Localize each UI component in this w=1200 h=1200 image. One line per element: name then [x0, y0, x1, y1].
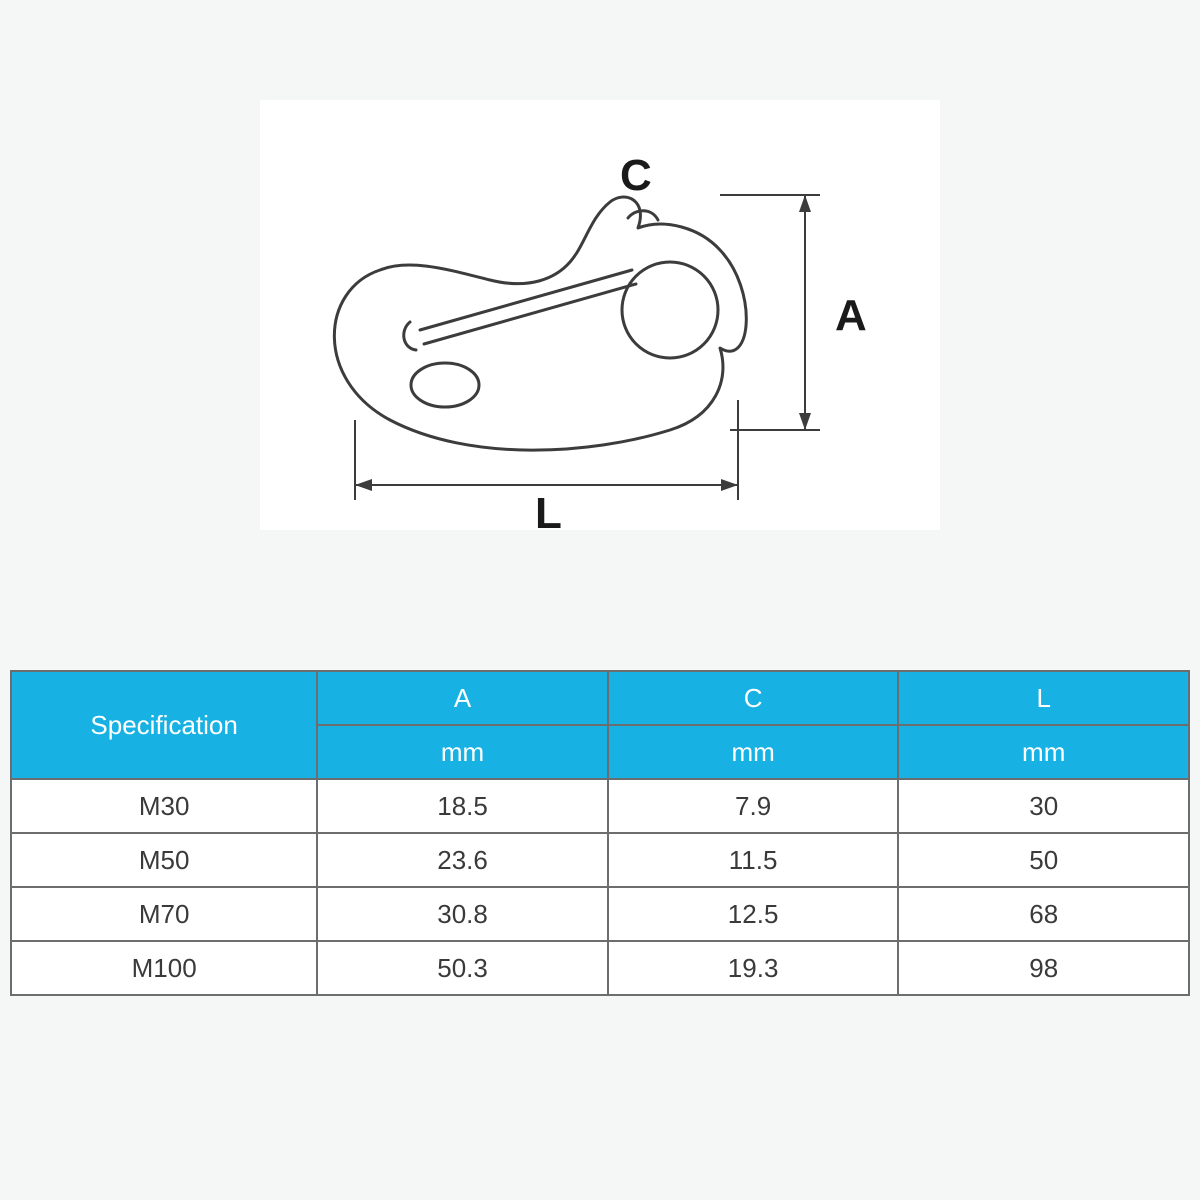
dimension-lines	[355, 195, 820, 500]
cell-l: 68	[898, 887, 1189, 941]
hook-inner-circle	[622, 262, 718, 358]
cell-c: 7.9	[608, 779, 899, 833]
hook-notch	[628, 211, 658, 220]
header-unit-a: mm	[317, 725, 608, 779]
cell-a: 50.3	[317, 941, 608, 995]
gate-bar-bottom	[424, 284, 636, 344]
cell-l: 98	[898, 941, 1189, 995]
dimension-diagram: C A L	[260, 100, 940, 530]
header-dim-a: A	[317, 671, 608, 725]
dim-l-arrow-r	[721, 479, 738, 491]
header-row-dims: Specification A C L	[11, 671, 1189, 725]
table-row: M30 18.5 7.9 30	[11, 779, 1189, 833]
header-dim-c: C	[608, 671, 899, 725]
label-l: L	[535, 489, 562, 530]
gate-bar-top	[420, 270, 632, 330]
cell-c: 11.5	[608, 833, 899, 887]
cell-l: 50	[898, 833, 1189, 887]
hook-body-path	[334, 197, 746, 450]
dimension-labels: C A L	[535, 151, 867, 530]
gate-hinge	[404, 322, 416, 350]
spec-table-container: Specification A C L mm mm mm M30 18.5 7.…	[10, 670, 1190, 996]
cell-a: 30.8	[317, 887, 608, 941]
spec-table-body: M30 18.5 7.9 30 M50 23.6 11.5 50 M70 30.…	[11, 779, 1189, 995]
hook-outline	[334, 197, 746, 450]
label-c: C	[620, 151, 652, 200]
cell-a: 23.6	[317, 833, 608, 887]
cell-c: 12.5	[608, 887, 899, 941]
header-unit-l: mm	[898, 725, 1189, 779]
hook-eye-hole	[411, 363, 479, 407]
header-spec: Specification	[11, 671, 317, 779]
dim-a-arrow-top	[799, 195, 811, 212]
cell-c: 19.3	[608, 941, 899, 995]
cell-spec: M70	[11, 887, 317, 941]
cell-l: 30	[898, 779, 1189, 833]
spec-table-head: Specification A C L mm mm mm	[11, 671, 1189, 779]
dim-a-arrow-bot	[799, 413, 811, 430]
table-row: M70 30.8 12.5 68	[11, 887, 1189, 941]
cell-spec: M50	[11, 833, 317, 887]
header-dim-l: L	[898, 671, 1189, 725]
cell-spec: M100	[11, 941, 317, 995]
dim-l-arrow-l	[355, 479, 372, 491]
label-a: A	[835, 291, 867, 340]
spec-table: Specification A C L mm mm mm M30 18.5 7.…	[10, 670, 1190, 996]
cell-a: 18.5	[317, 779, 608, 833]
table-row: M50 23.6 11.5 50	[11, 833, 1189, 887]
table-row: M100 50.3 19.3 98	[11, 941, 1189, 995]
header-unit-c: mm	[608, 725, 899, 779]
hook-svg: C A L	[260, 100, 940, 530]
cell-spec: M30	[11, 779, 317, 833]
